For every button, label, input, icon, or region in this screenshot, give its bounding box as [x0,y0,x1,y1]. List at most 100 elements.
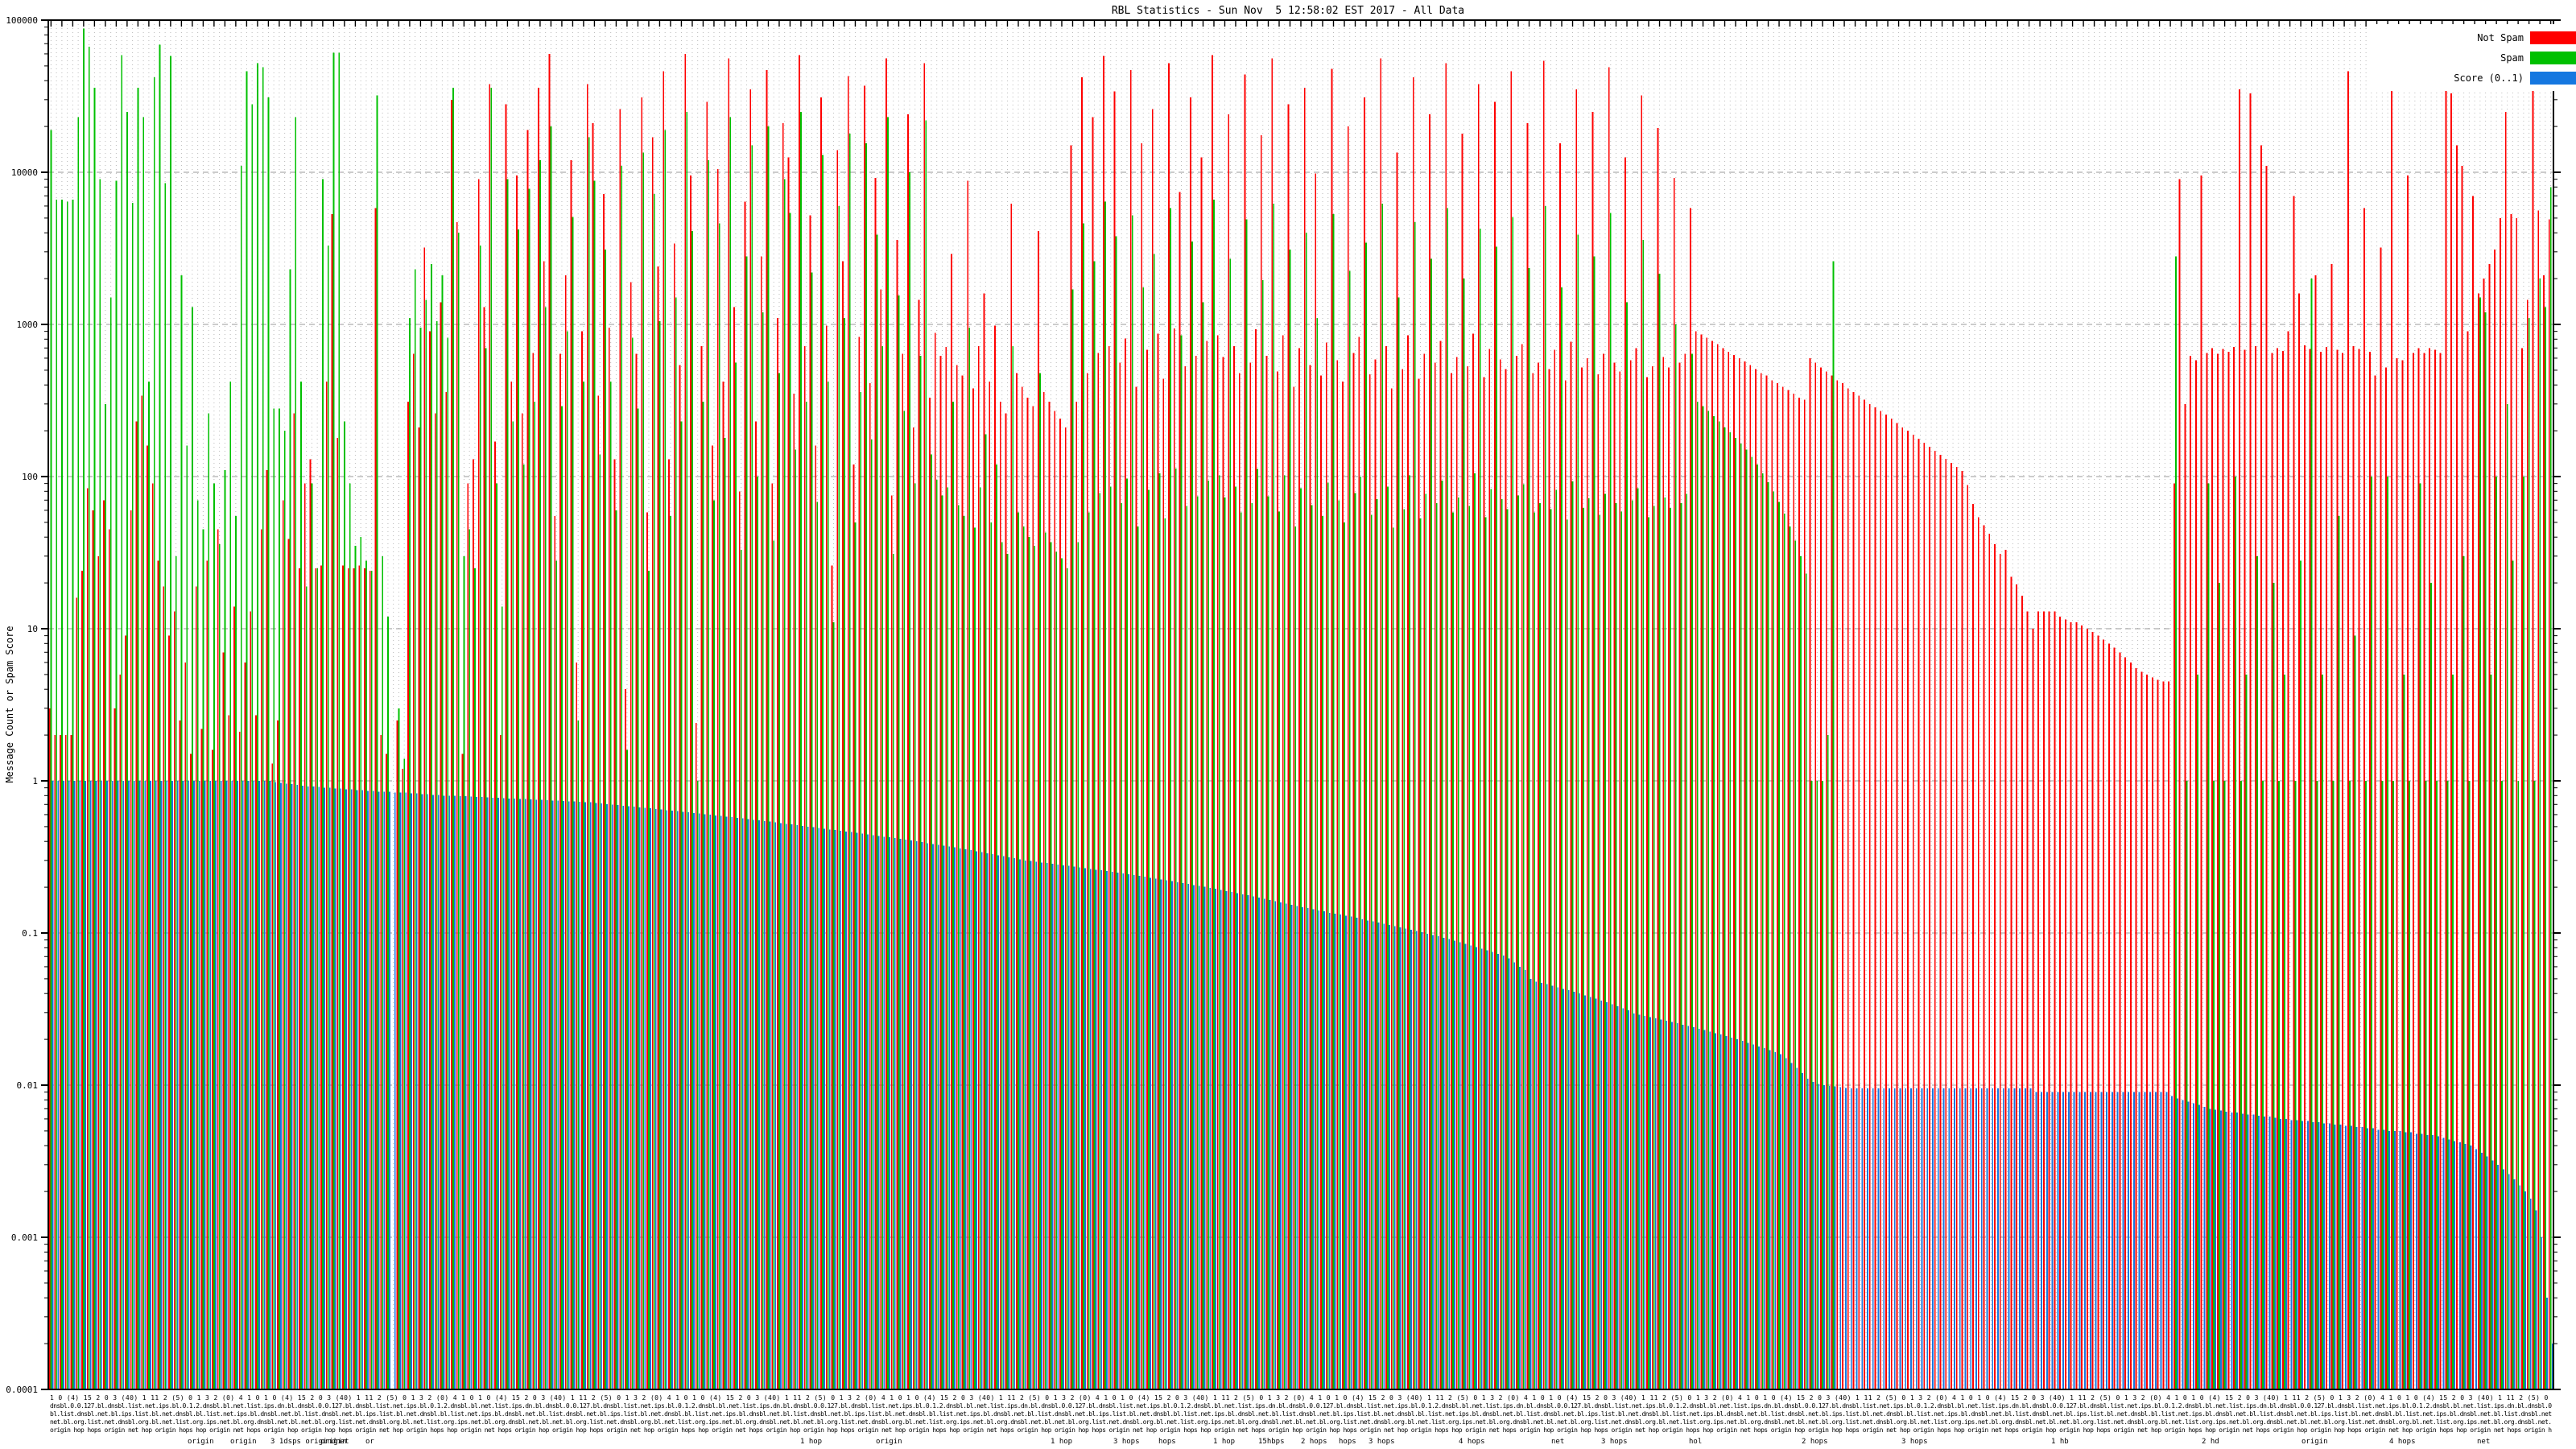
bar [133,781,135,1389]
bar [1345,915,1347,1389]
bar [440,302,442,1389]
bar [1600,1000,1603,1389]
bar [354,546,357,1390]
bar [2310,279,2313,1389]
bar [923,63,926,1389]
bar [1260,135,1262,1389]
bar [2549,187,2552,1389]
bar [1575,89,1578,1389]
bar [2437,1136,2439,1389]
x-tick-label-fragment: 2 hops [1301,1438,1327,1446]
bar [193,781,195,1389]
bar [1265,356,1268,1389]
bar [1054,411,1056,1390]
bar [320,565,322,1389]
bar [1948,1088,1951,1389]
bar [322,179,324,1389]
bar [2041,1092,2042,1389]
bar [212,749,213,1389]
bar [1171,881,1173,1389]
bar [1893,1088,1896,1389]
bar [345,789,347,1389]
bar [508,798,510,1389]
bar [1121,502,1123,1389]
bar [1081,77,1083,1390]
bar [89,781,92,1389]
bar [1180,335,1183,1390]
bar [650,808,651,1389]
x-tick-label-fragment: hol [1689,1438,1703,1446]
bar [394,792,396,1389]
bar [528,188,530,1389]
bar [1654,1018,1657,1389]
bar [1089,869,1092,1389]
bar [81,571,83,1389]
bar [250,611,252,1389]
bar [1255,328,1257,1390]
bar [1198,886,1200,1389]
bar [731,817,733,1389]
bar [1480,948,1483,1389]
bar [1412,77,1414,1390]
bar [1722,348,1724,1389]
bar [1258,897,1260,1389]
bar [1294,526,1297,1389]
bar [1787,390,1790,1389]
bar [267,97,270,1389]
bar [2247,1114,2249,1389]
bar [2524,1191,2526,1389]
bar [2113,647,2116,1389]
bar [1638,1014,1641,1389]
bar [1001,542,1003,1389]
bar [1561,287,1563,1389]
bar [2312,1122,2314,1389]
bar [2187,1101,2190,1389]
bar [834,830,836,1389]
bar [1113,91,1116,1389]
bar [1472,333,1474,1390]
bar [225,781,228,1389]
bar [628,806,630,1389]
bar [1983,525,1985,1389]
bar [1088,512,1090,1390]
bar [684,53,687,1389]
bar [2548,219,2550,1389]
bar [1160,879,1162,1389]
bar [2303,345,2306,1390]
bar [2051,1092,2054,1389]
bar [1041,862,1042,1389]
bar [1666,1021,1668,1389]
bar [2075,622,2078,1389]
bar [626,749,628,1389]
bar [222,652,225,1389]
bar [702,402,704,1389]
bar [967,180,969,1390]
bar [1889,1088,1890,1389]
bar [997,855,999,1389]
bar [2278,781,2281,1389]
bar [2035,1092,2037,1389]
bar [1419,518,1422,1389]
bar [378,791,380,1389]
bar [184,662,187,1389]
bar [2062,1092,2064,1389]
bar [999,402,1001,1389]
x-tick-label-fragment: 1 hb [2051,1438,2069,1446]
bar [2409,781,2411,1389]
bar [976,851,977,1389]
bar [1005,413,1007,1389]
bar [1479,229,1481,1390]
bar [1506,509,1509,1389]
bar [733,307,735,1390]
bar [148,382,150,1390]
bar [1013,858,1016,1389]
bar [2129,662,2132,1389]
bar [502,798,505,1389]
bar [2165,1092,2168,1389]
bar [877,836,880,1389]
bar [2306,1121,2309,1389]
bar [117,781,119,1389]
bar [344,421,345,1389]
bar [771,483,774,1389]
bar [240,166,242,1390]
